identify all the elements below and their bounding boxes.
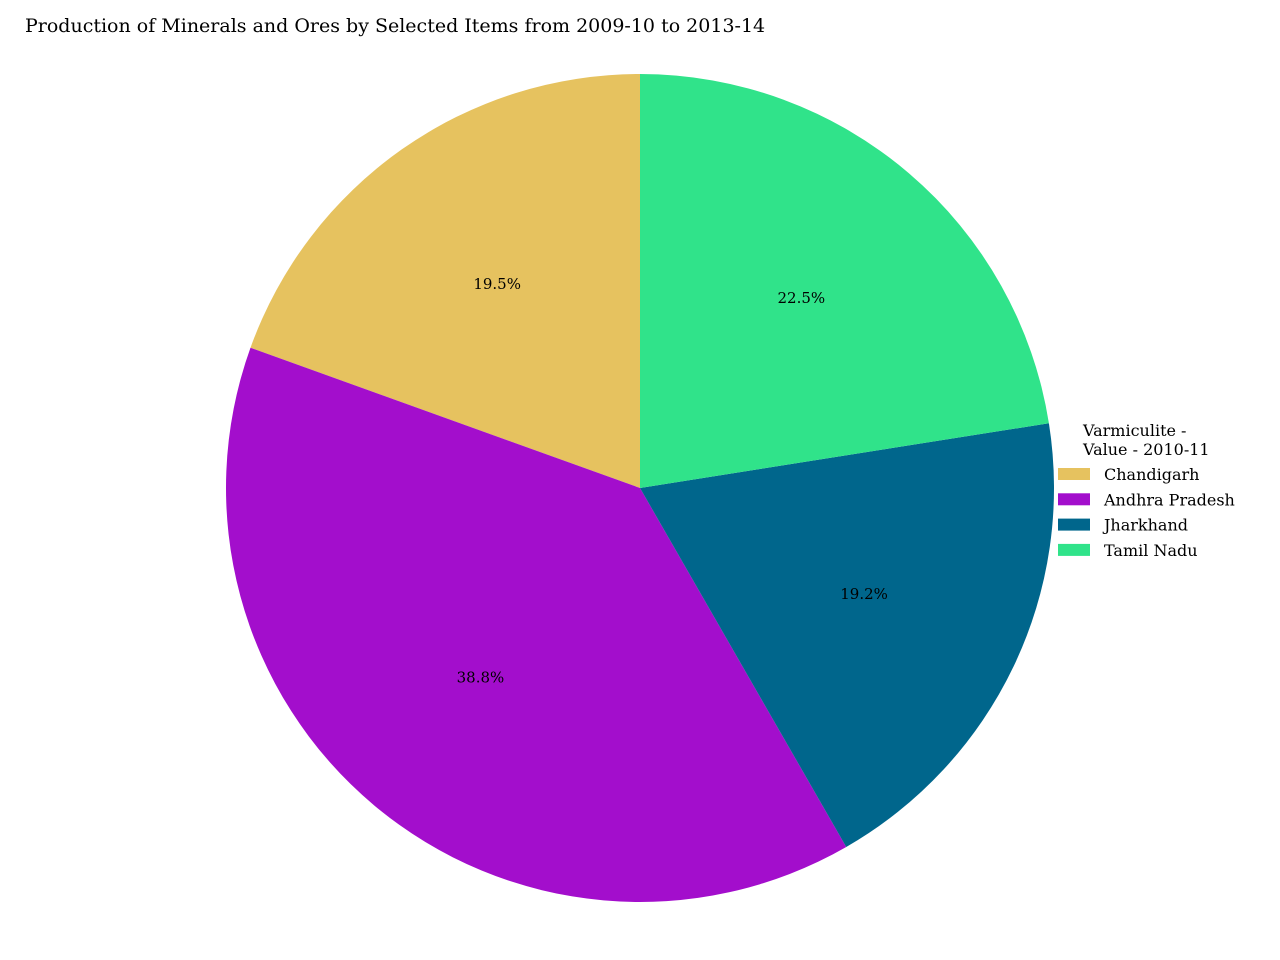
- legend-title-line-2: Value - 2010-11: [1082, 440, 1210, 459]
- pie-slice-andhra-pradesh: [225, 347, 847, 903]
- slice-percent-label: 19.5%: [473, 275, 521, 293]
- legend-label: Jharkhand: [1102, 516, 1188, 535]
- pie-slice-chandigarh: [250, 74, 641, 488]
- pie-slice-jharkhand: [640, 423, 1054, 847]
- slice-percent-label: 22.5%: [777, 289, 825, 307]
- pie-slice-labels: 19.5% 38.8% 19.2% 22.5%: [457, 275, 888, 687]
- legend-label: Chandigarh: [1104, 465, 1199, 484]
- legend-swatch: [1058, 543, 1090, 556]
- chart-title: Production of Minerals and Ores by Selec…: [25, 15, 765, 37]
- slice-percent-label: 19.2%: [840, 585, 888, 603]
- legend-swatch: [1058, 468, 1090, 480]
- legend-entries: Chandigarh Andhra Pradesh Jharkhand Tamil N…: [1058, 465, 1235, 560]
- pie-slices: [225, 74, 1054, 903]
- legend: Varmiculite - Value - 2010-11 Chandigarh…: [1058, 421, 1235, 560]
- pie-slice-tamil-nadu: [640, 74, 1049, 488]
- legend-title-line-1: Varmiculite -: [1082, 421, 1186, 440]
- legend-swatch: [1058, 518, 1090, 531]
- legend-label: Tamil Nadu: [1104, 541, 1198, 560]
- slice-percent-label: 38.8%: [457, 668, 505, 686]
- legend-swatch: [1058, 493, 1090, 506]
- legend-label: Andhra Pradesh: [1103, 490, 1235, 509]
